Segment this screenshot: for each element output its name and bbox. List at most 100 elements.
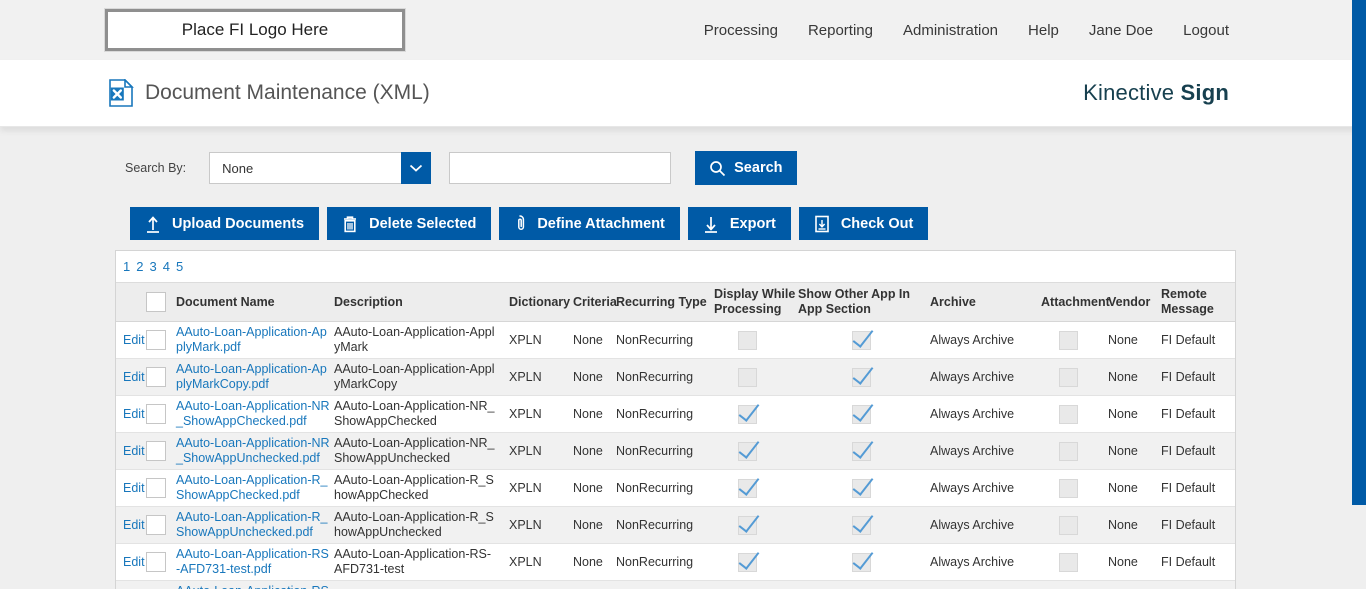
attachment-checkbox[interactable] — [1059, 552, 1078, 572]
page-link-3[interactable]: 3 — [149, 259, 157, 274]
edit-link[interactable]: Edit — [123, 332, 145, 347]
row-select-checkbox[interactable] — [146, 441, 166, 461]
show-other-app-checkbox[interactable] — [852, 478, 871, 498]
attachment-checkbox[interactable] — [1059, 441, 1078, 461]
vendor-cell: None — [1108, 443, 1138, 458]
table-row: Edit AAuto-Loan-Application-RS- AAuto-Lo… — [116, 581, 1235, 589]
nav-user[interactable]: Jane Doe — [1088, 21, 1154, 39]
criteria-cell: None — [573, 480, 603, 495]
edit-link[interactable]: Edit — [123, 369, 145, 384]
document-xml-icon — [109, 79, 134, 107]
vertical-scrollbar[interactable] — [1352, 0, 1366, 589]
recurring-type-cell: NonRecurring — [616, 406, 694, 421]
edit-link[interactable]: Edit — [123, 406, 145, 421]
page-link-2[interactable]: 2 — [136, 259, 144, 274]
nav-processing[interactable]: Processing — [703, 21, 778, 39]
display-while-processing-checkbox[interactable] — [738, 478, 757, 498]
chevron-down-icon[interactable] — [401, 152, 432, 184]
delete-selected-label: Delete Selected — [369, 215, 477, 232]
nav-logout[interactable]: Logout — [1183, 21, 1229, 39]
recurring-type-cell: NonRecurring — [616, 517, 694, 532]
upload-documents-button[interactable]: Upload Documents — [130, 207, 320, 240]
page-link-5[interactable]: 5 — [175, 259, 184, 274]
header-vendor: Vendor — [1108, 294, 1151, 309]
nav-reporting[interactable]: Reporting — [807, 21, 873, 39]
delete-selected-button[interactable]: Delete Selected — [327, 207, 492, 240]
table-row: Edit AAuto-Loan-Application-NR_ShowAppUn… — [116, 433, 1235, 470]
show-other-app-checkbox[interactable] — [852, 330, 871, 350]
description-cell: AAuto-Loan-Application-NR_ShowAppUncheck… — [334, 436, 495, 465]
recurring-type-cell: NonRecurring — [616, 554, 694, 569]
archive-cell: Always Archive — [930, 480, 1015, 495]
row-select-checkbox[interactable] — [146, 478, 166, 498]
show-other-app-checkbox[interactable] — [852, 515, 871, 535]
document-name-link[interactable]: AAuto-Loan-Application-NR_ShowAppChecked… — [176, 399, 330, 428]
criteria-cell: None — [573, 517, 603, 532]
row-select-checkbox[interactable] — [146, 330, 166, 350]
display-while-processing-checkbox[interactable] — [738, 404, 757, 424]
display-while-processing-checkbox[interactable] — [738, 515, 757, 535]
row-select-checkbox[interactable] — [146, 552, 166, 572]
edit-link[interactable]: Edit — [123, 517, 145, 532]
search-button-label: Search — [734, 160, 783, 176]
attachment-checkbox[interactable] — [1059, 404, 1078, 424]
remote-message-cell: FI Default — [1161, 480, 1216, 495]
checkout-doc-icon — [815, 215, 829, 232]
export-button[interactable]: Export — [687, 207, 791, 240]
show-other-app-checkbox[interactable] — [852, 552, 871, 572]
description-cell: AAuto-Loan-Application-RS-AFD731-test — [334, 547, 492, 576]
brand-logo: Kinective Sign — [1083, 80, 1229, 106]
row-select-checkbox[interactable] — [146, 367, 166, 387]
search-by-dropdown[interactable]: None — [209, 152, 432, 184]
attachment-checkbox[interactable] — [1059, 478, 1078, 498]
row-select-checkbox[interactable] — [146, 404, 166, 424]
vendor-cell: None — [1108, 554, 1138, 569]
table-header-row: Document Name Description Dictionary Cri… — [116, 282, 1235, 322]
description-cell: AAuto-Loan-Application-ApplyMarkCopy — [334, 362, 495, 391]
attachment-checkbox[interactable] — [1059, 515, 1078, 535]
define-attachment-button[interactable]: Define Attachment — [499, 207, 680, 240]
edit-link[interactable]: Edit — [123, 480, 145, 495]
row-select-checkbox[interactable] — [146, 515, 166, 535]
nav-help[interactable]: Help — [1028, 21, 1059, 39]
document-name-link[interactable]: AAuto-Loan-Application-RS- — [176, 584, 329, 589]
show-other-app-checkbox[interactable] — [852, 367, 871, 387]
search-button[interactable]: Search — [695, 151, 797, 185]
title-bar: Document Maintenance (XML) Kinective Sig… — [0, 60, 1366, 127]
document-name-link[interactable]: AAuto-Loan-Application-R_ShowAppChecked.… — [176, 473, 328, 502]
brand-name: Kinective — [1083, 80, 1175, 105]
page-link-1[interactable]: 1 — [123, 259, 131, 274]
edit-link[interactable]: Edit — [123, 443, 145, 458]
display-while-processing-checkbox[interactable] — [738, 552, 757, 572]
edit-link[interactable]: Edit — [123, 554, 145, 569]
description-cell: AAuto-Loan-Application-ApplyMark — [334, 325, 495, 354]
attachment-checkbox[interactable] — [1059, 367, 1078, 387]
document-name-link[interactable]: AAuto-Loan-Application-R_ShowAppUnchecke… — [176, 510, 328, 539]
vendor-cell: None — [1108, 369, 1138, 384]
check-out-button[interactable]: Check Out — [798, 207, 929, 240]
show-other-app-checkbox[interactable] — [852, 404, 871, 424]
show-other-app-checkbox[interactable] — [852, 441, 871, 461]
display-while-processing-checkbox[interactable] — [738, 330, 757, 350]
page-link-4[interactable]: 4 — [162, 259, 170, 274]
criteria-cell: None — [573, 406, 603, 421]
display-while-processing-checkbox[interactable] — [738, 441, 757, 461]
display-while-processing-checkbox[interactable] — [738, 367, 757, 387]
header-show-other-app: Show Other App In App Section — [798, 287, 911, 316]
scrollbar-thumb[interactable] — [1352, 0, 1366, 505]
document-name-link[interactable]: AAuto-Loan-Application-ApplyMark.pdf — [176, 325, 327, 354]
document-name-link[interactable]: AAuto-Loan-Application-NR_ShowAppUncheck… — [176, 436, 330, 465]
criteria-cell: None — [573, 369, 603, 384]
search-input[interactable] — [449, 152, 672, 184]
fi-logo-placeholder: Place FI Logo Here — [105, 9, 405, 51]
document-name-link[interactable]: AAuto-Loan-Application-ApplyMarkCopy.pdf — [176, 362, 327, 391]
nav-administration[interactable]: Administration — [902, 21, 999, 39]
table-row: Edit AAuto-Loan-Application-ApplyMarkCop… — [116, 359, 1235, 396]
vendor-cell: None — [1108, 517, 1138, 532]
description-cell: AAuto-Loan-Application-R_ShowAppChecked — [334, 473, 494, 502]
select-all-checkbox[interactable] — [146, 292, 166, 312]
dictionary-cell: XPLN — [509, 480, 542, 495]
attachment-checkbox[interactable] — [1059, 330, 1078, 350]
document-name-link[interactable]: AAuto-Loan-Application-RS-AFD731-test.pd… — [176, 547, 329, 576]
